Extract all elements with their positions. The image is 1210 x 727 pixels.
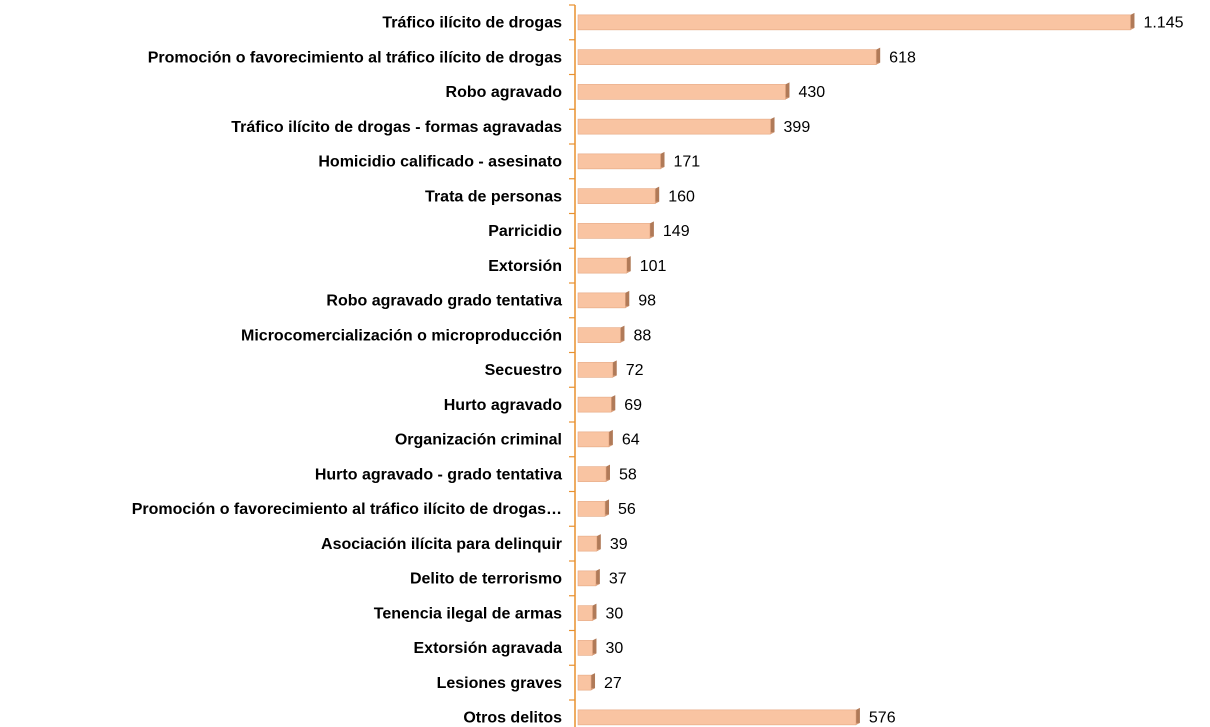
value-label: 430 [798,84,825,101]
bar [577,396,612,413]
bar [577,362,614,378]
bar [577,431,610,448]
bar-side [660,151,665,169]
value-label: 576 [869,710,896,727]
value-label: 64 [622,432,640,449]
value-label: 58 [619,466,637,483]
category-label: Lesiones graves [437,675,563,692]
value-label: 149 [663,223,690,240]
category-label: Secuestro [485,362,563,379]
bar [577,14,1131,31]
value-label: 30 [605,605,623,622]
bar [577,674,592,691]
bar-side [649,221,654,239]
value-label: 69 [624,397,642,414]
category-label: Microcomercialización o microproducción [241,327,562,344]
bar [577,535,598,552]
value-label: 1.145 [1143,15,1183,32]
bar-side [655,186,660,204]
bar-side [1130,12,1135,30]
bar [577,49,877,65]
bar-side [612,360,617,378]
bar [577,570,597,587]
bar-side [592,638,597,656]
category-label: Organización criminal [395,432,562,449]
value-label: 56 [618,501,636,518]
value-label: 399 [784,119,811,136]
category-label: Trata de personas [425,188,562,205]
bar-side [592,603,597,621]
category-label: Hurto agravado - grado tentativa [315,466,562,483]
bar [577,501,606,517]
value-label: 37 [609,571,627,588]
bar [577,118,771,135]
bar-side [605,464,610,482]
category-label: Extorsión [488,258,562,275]
category-label: Hurto agravado [444,397,562,414]
value-label: 101 [640,258,667,275]
bar [577,84,786,100]
value-label: 88 [633,327,651,344]
category-label: Tenencia ilegal de armas [374,605,562,622]
bar-side [596,534,601,552]
bar-side [611,395,616,413]
category-label: Extorsión agravada [414,640,563,657]
bar-side [608,429,613,447]
bar-side [770,117,775,135]
category-label: Promoción o favorecimiento al tráfico il… [148,49,562,66]
category-label: Parricidio [488,223,562,240]
bar-side [591,673,596,691]
category-label: Tráfico ilícito de drogas [382,15,562,32]
category-label: Promoción o favorecimiento al tráfico il… [132,501,562,518]
category-label: Robo agravado [446,84,563,101]
value-label: 618 [889,49,916,66]
category-label: Homicidio calificado - asesinato [318,154,562,171]
bar [577,605,593,621]
category-label: Delito de terrorismo [410,571,562,588]
category-label: Robo agravado grado tentativa [326,293,562,310]
bar-side [626,256,631,274]
bar-side [620,325,625,343]
bar-side [605,499,610,517]
category-label: Tráfico ilícito de drogas - formas agrav… [231,119,562,136]
bar [577,640,593,656]
value-label: 72 [626,362,644,379]
bar-side [785,82,790,100]
bar [577,327,621,343]
bar-side [595,568,600,586]
bar [577,223,651,239]
value-label: 171 [674,154,701,171]
category-label: Otros delitos [463,710,562,727]
bar [577,257,628,274]
value-label: 98 [638,293,656,310]
bar [577,709,857,726]
value-label: 39 [610,536,628,553]
value-label: 30 [605,640,623,657]
bar [577,188,656,204]
bar-side [855,707,860,725]
bar-side [876,47,881,65]
bar-side [625,290,630,308]
bar [577,292,626,309]
bar [577,466,607,482]
bar [577,153,661,170]
category-label: Asociación ilícita para delinquir [321,536,562,553]
value-label: 27 [604,675,622,692]
value-label: 160 [668,188,695,205]
